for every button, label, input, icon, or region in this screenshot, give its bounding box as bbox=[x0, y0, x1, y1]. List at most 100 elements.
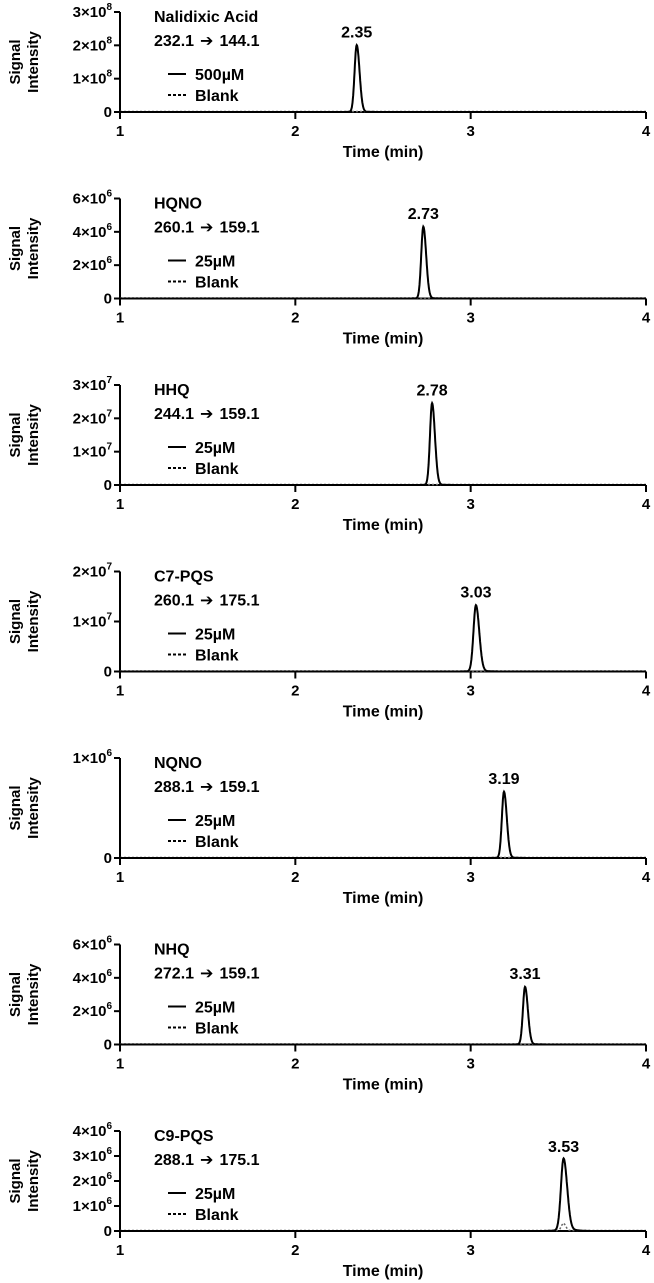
compound-name: HHQ bbox=[154, 382, 190, 399]
legend-sample-label: 500µM bbox=[195, 67, 244, 84]
y-tick-label: 4×106 bbox=[73, 968, 113, 987]
y-tick-base: 2×10 bbox=[73, 1003, 107, 1020]
y-tick-label: 0 bbox=[104, 1223, 112, 1240]
y-tick-label: 2×107 bbox=[73, 408, 113, 427]
y-tick-base: 2×10 bbox=[73, 1173, 107, 1190]
y-tick-exponent: 8 bbox=[106, 2, 112, 13]
y-tick-base: 0 bbox=[104, 477, 112, 494]
transition-to: 159.1 bbox=[219, 406, 259, 423]
compound-name: C7-PQS bbox=[154, 569, 214, 586]
y-tick-label: 1×107 bbox=[73, 442, 113, 461]
x-axis-label: Time (min) bbox=[343, 331, 424, 348]
mrm-transition: 232.1 ➔ 144.1 bbox=[154, 33, 260, 50]
x-axis-label: Time (min) bbox=[343, 144, 424, 161]
mrm-transition: 288.1 ➔ 175.1 bbox=[154, 1152, 260, 1169]
peak-label: 3.19 bbox=[488, 771, 519, 788]
y-tick-base: 1×10 bbox=[73, 444, 107, 461]
y-tick-label: 0 bbox=[104, 291, 112, 308]
y-tick-label: 2×106 bbox=[73, 1001, 113, 1020]
blank-trace bbox=[120, 1221, 646, 1232]
x-tick-label: 4 bbox=[642, 496, 651, 513]
y-tick-exponent: 6 bbox=[106, 189, 112, 200]
x-tick-label: 1 bbox=[116, 1056, 124, 1073]
y-tick-exponent: 8 bbox=[106, 35, 112, 46]
y-tick-label: 0 bbox=[104, 664, 112, 681]
y-axis-label: Intensity bbox=[25, 404, 42, 466]
y-tick-exponent: 7 bbox=[106, 375, 112, 386]
y-tick-base: 2×10 bbox=[73, 257, 107, 274]
y-tick-label: 3×108 bbox=[73, 2, 113, 21]
y-axis-label: Intensity bbox=[25, 590, 42, 652]
y-tick-exponent: 6 bbox=[106, 968, 112, 979]
y-tick-base: 3×10 bbox=[73, 1148, 107, 1165]
chart-panel-5: Signal Intensity 0 1×106 1 2 3 4 Time (min) 3.19 N… bbox=[7, 748, 651, 907]
x-tick-label: 1 bbox=[116, 869, 124, 886]
transition-from: 260.1 bbox=[154, 593, 194, 610]
x-tick-label: 1 bbox=[116, 683, 124, 700]
y-tick-label: 4×106 bbox=[73, 222, 113, 241]
y-tick-label: 1×106 bbox=[73, 748, 113, 767]
y-tick-label: 2×107 bbox=[73, 562, 113, 581]
x-tick-label: 1 bbox=[116, 310, 124, 327]
y-tick-base: 6×10 bbox=[73, 191, 107, 208]
compound-name: NHQ bbox=[154, 942, 190, 959]
y-axis-label: Signal bbox=[7, 972, 24, 1017]
transition-from: 288.1 bbox=[154, 779, 194, 796]
y-tick-base: 1×10 bbox=[73, 750, 107, 767]
x-tick-label: 3 bbox=[466, 123, 474, 140]
legend-blank-label: Blank bbox=[195, 834, 239, 851]
y-tick-exponent: 7 bbox=[106, 408, 112, 419]
legend-sample-label: 25µM bbox=[195, 627, 235, 644]
x-tick-label: 2 bbox=[291, 123, 299, 140]
y-tick-exponent: 6 bbox=[106, 1146, 112, 1157]
compound-name: C9-PQS bbox=[154, 1128, 214, 1145]
x-tick-label: 3 bbox=[466, 1056, 474, 1073]
mrm-transition: 260.1 ➔ 175.1 bbox=[154, 593, 260, 610]
sample-trace bbox=[120, 224, 646, 300]
peak-label: 2.73 bbox=[408, 206, 439, 223]
x-tick-label: 1 bbox=[116, 496, 124, 513]
legend-blank-label: Blank bbox=[195, 1207, 239, 1224]
transition-from: 272.1 bbox=[154, 966, 194, 983]
y-tick-exponent: 6 bbox=[106, 1196, 112, 1207]
y-tick-label: 2×106 bbox=[73, 1171, 113, 1190]
transition-to: 159.1 bbox=[219, 966, 259, 983]
x-tick-label: 1 bbox=[116, 1242, 124, 1259]
y-tick-label: 2×108 bbox=[73, 35, 113, 54]
x-tick-label: 2 bbox=[291, 1242, 299, 1259]
legend-blank-label: Blank bbox=[195, 461, 239, 478]
transition-to: 175.1 bbox=[219, 1152, 259, 1169]
arrow-icon: ➔ bbox=[200, 33, 213, 50]
y-tick-exponent: 6 bbox=[106, 748, 112, 759]
transition-from: 288.1 bbox=[154, 1152, 194, 1169]
legend-sample-label: 25µM bbox=[195, 813, 235, 830]
legend-sample-label: 25µM bbox=[195, 1186, 235, 1203]
compound-name: Nalidixic Acid bbox=[154, 9, 258, 26]
x-tick-label: 3 bbox=[466, 683, 474, 700]
y-tick-label: 6×106 bbox=[73, 189, 113, 208]
x-axis-label: Time (min) bbox=[343, 517, 424, 534]
y-tick-exponent: 7 bbox=[106, 612, 112, 623]
x-tick-label: 2 bbox=[291, 496, 299, 513]
mrm-transition: 272.1 ➔ 159.1 bbox=[154, 966, 260, 983]
y-axis-label: Intensity bbox=[25, 963, 42, 1025]
y-axis-label: Intensity bbox=[25, 777, 42, 839]
x-tick-label: 4 bbox=[642, 869, 651, 886]
x-tick-label: 1 bbox=[116, 123, 124, 140]
x-tick-label: 2 bbox=[291, 310, 299, 327]
y-tick-base: 2×10 bbox=[73, 564, 107, 581]
y-tick-label: 1×107 bbox=[73, 612, 113, 631]
y-tick-base: 0 bbox=[104, 1037, 112, 1054]
y-tick-label: 4×106 bbox=[73, 1121, 113, 1140]
compound-name: NQNO bbox=[154, 755, 202, 772]
mrm-transition: 288.1 ➔ 159.1 bbox=[154, 779, 260, 796]
legend-sample-label: 25µM bbox=[195, 254, 235, 271]
legend-sample-label: 25µM bbox=[195, 440, 235, 457]
mrm-transition: 260.1 ➔ 159.1 bbox=[154, 220, 260, 237]
y-tick-label: 1×108 bbox=[73, 69, 113, 88]
transition-from: 232.1 bbox=[154, 33, 194, 50]
y-axis-label: Intensity bbox=[25, 217, 42, 279]
